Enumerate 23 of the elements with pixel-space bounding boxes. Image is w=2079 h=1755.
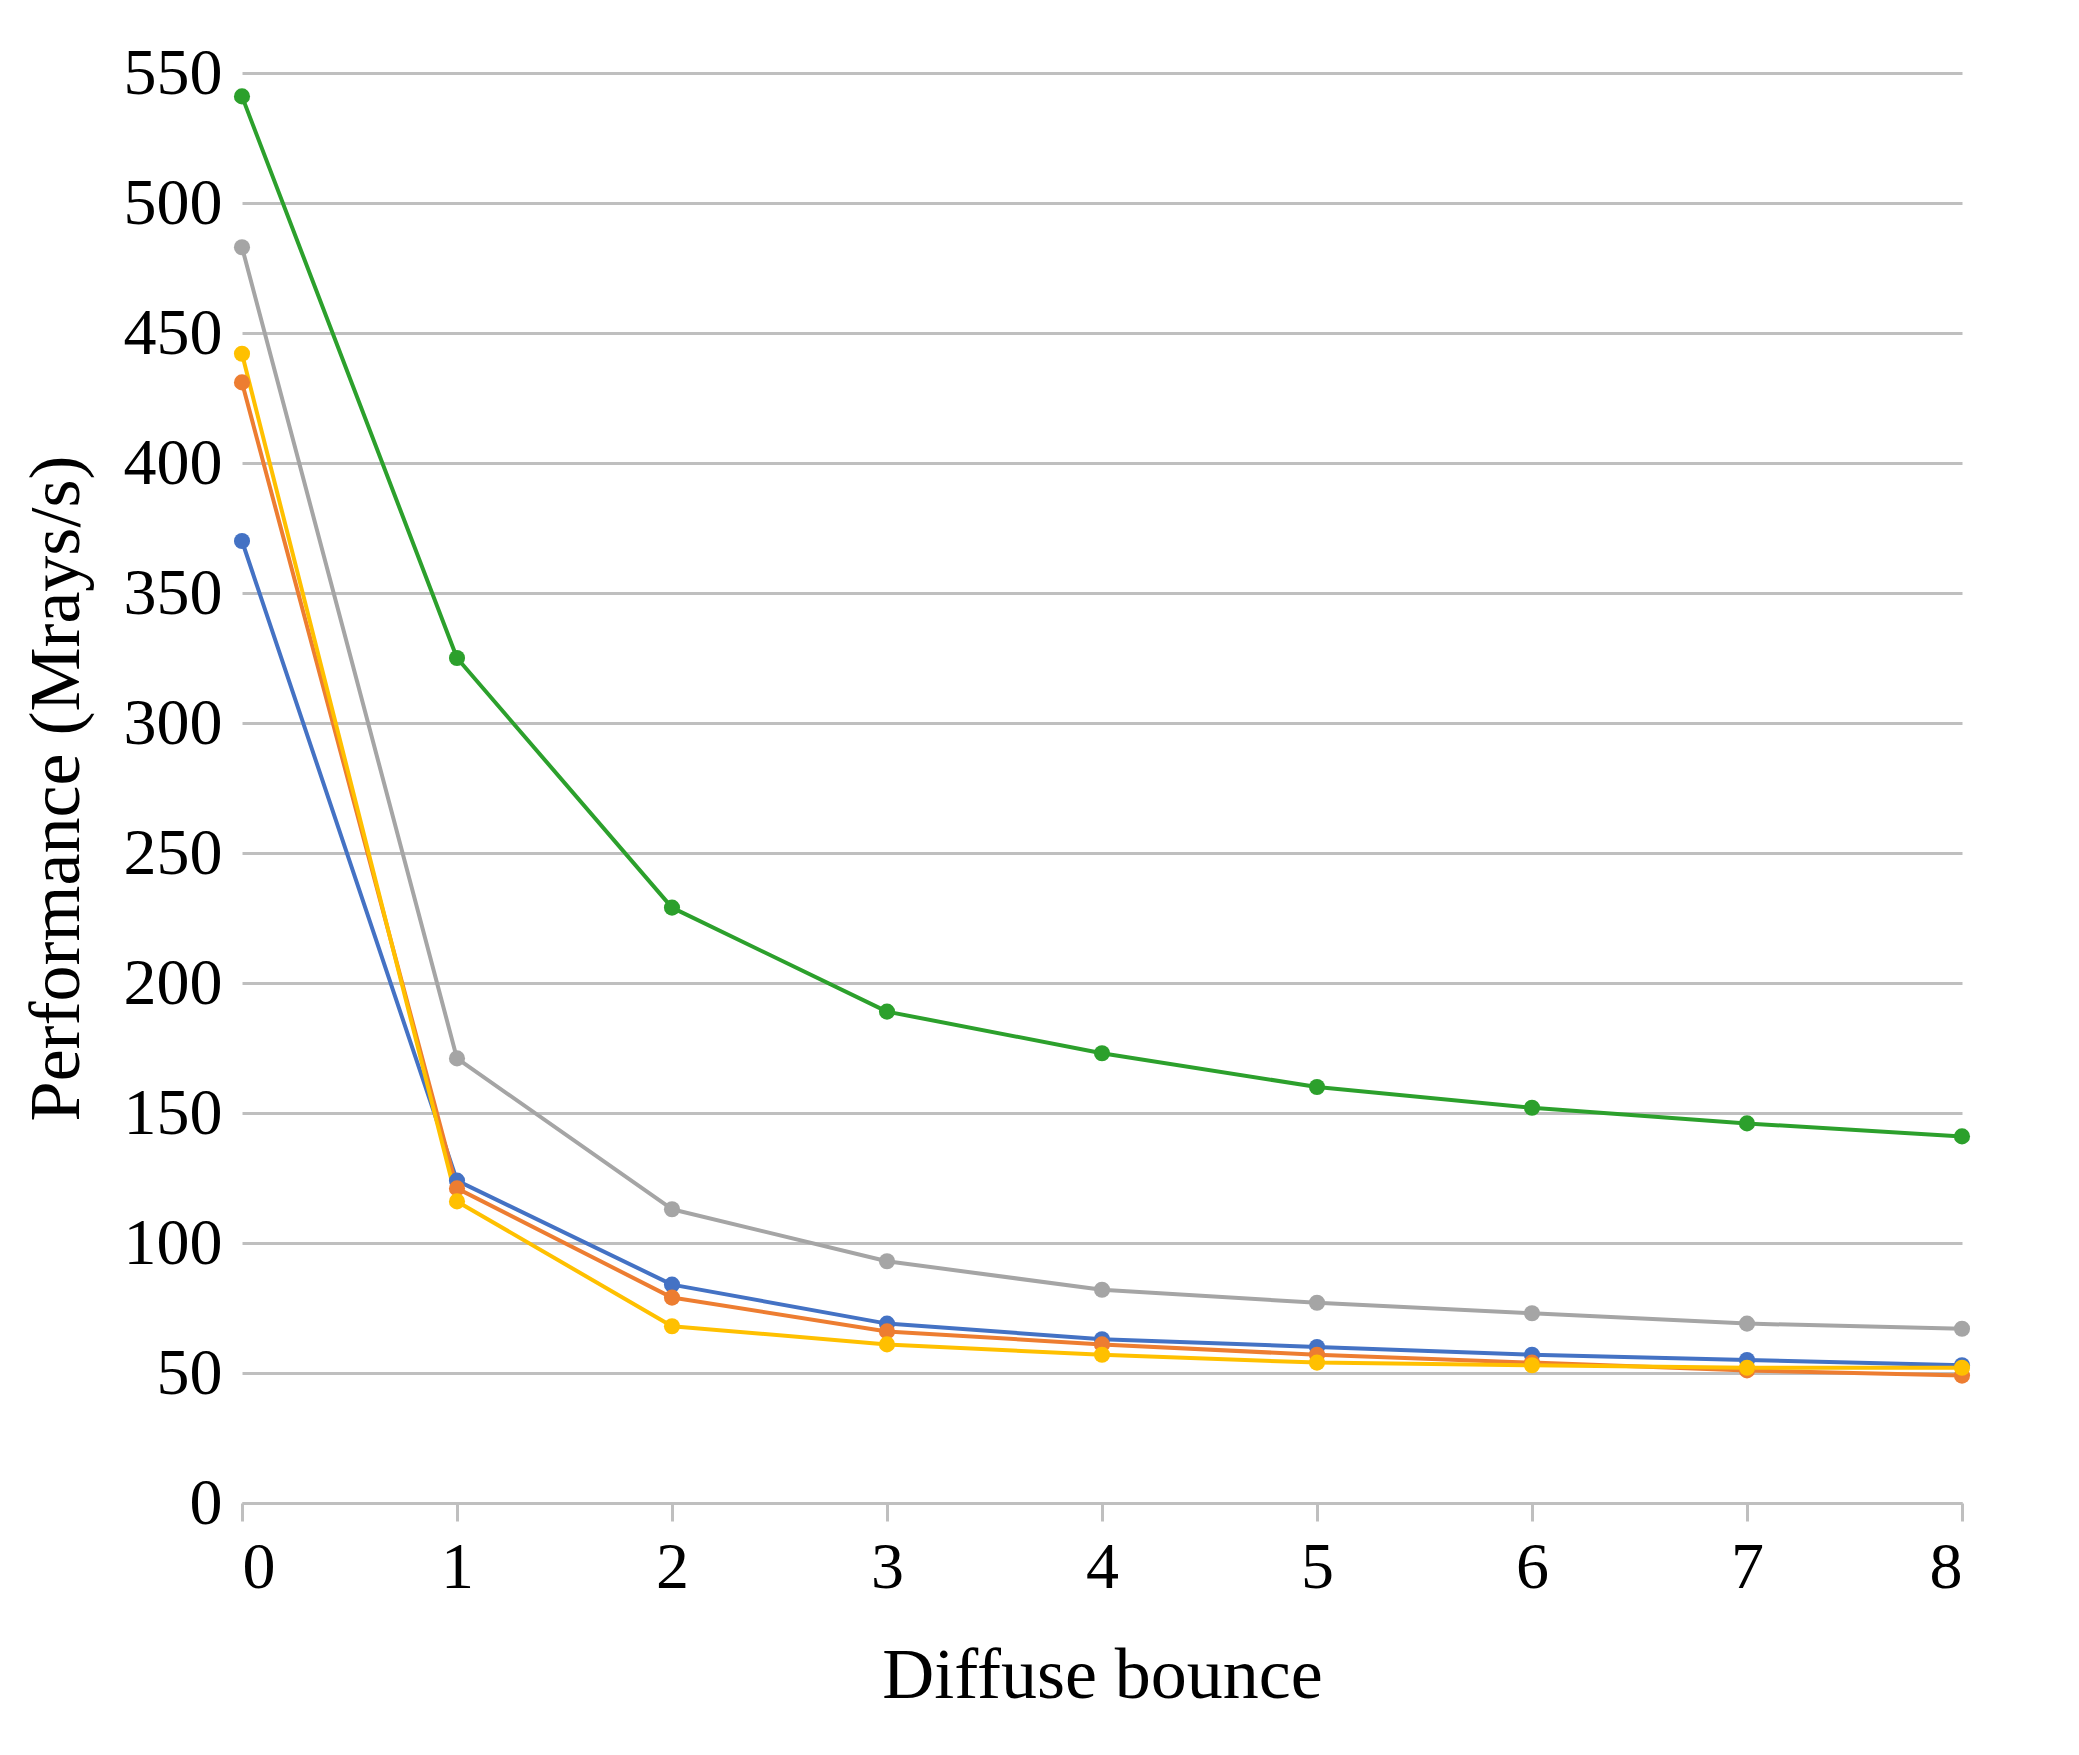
y-tick-label: 550 bbox=[123, 34, 223, 108]
y-tick-label: 400 bbox=[123, 424, 223, 498]
x-tick-label: 5 bbox=[1301, 1528, 1334, 1602]
y-tick-label: 500 bbox=[123, 164, 223, 238]
x-tick-label: 4 bbox=[1086, 1528, 1119, 1602]
x-tick-label: 7 bbox=[1731, 1528, 1764, 1602]
y-tick-label: 350 bbox=[123, 554, 223, 628]
y-tick-label: 250 bbox=[123, 814, 223, 888]
y-tick-label: 50 bbox=[156, 1334, 223, 1408]
y-axis-title: Performance (Mrays/s) bbox=[14, 455, 95, 1122]
y-tick-label: 100 bbox=[123, 1204, 223, 1278]
x-tick-label: 2 bbox=[656, 1528, 689, 1602]
x-axis-title: Diffuse bounce bbox=[882, 1633, 1323, 1714]
y-tick-label: 0 bbox=[189, 1464, 223, 1538]
x-tick-label: 3 bbox=[871, 1528, 904, 1602]
x-tick-label: 0 bbox=[242, 1528, 276, 1602]
y-tick-label: 150 bbox=[123, 1074, 223, 1148]
y-tick-label: 200 bbox=[123, 944, 223, 1018]
y-tick-label: 450 bbox=[123, 294, 223, 368]
x-tick-label: 6 bbox=[1516, 1528, 1549, 1602]
x-tick-label: 1 bbox=[441, 1528, 474, 1602]
x-tick-label: 8 bbox=[1929, 1528, 1963, 1602]
y-tick-label: 300 bbox=[123, 684, 223, 758]
